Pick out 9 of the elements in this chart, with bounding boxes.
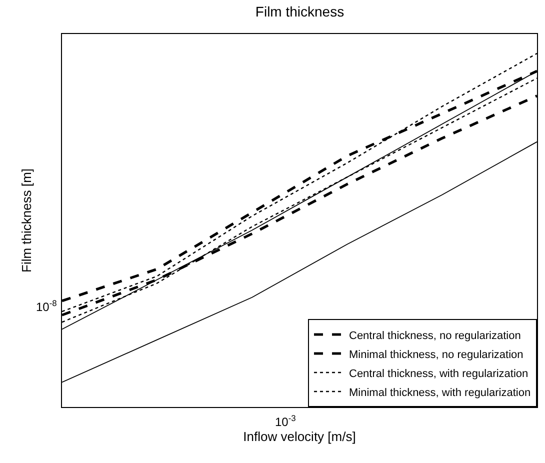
text: 10$^{-8}$ — [36, 298, 58, 314]
text: 10$^{-3}$ — [275, 413, 296, 430]
x-axis-title: Inflow velocity [m/s] — [243, 429, 356, 444]
legend-label: Minimal thickness, with regularization — [349, 386, 531, 399]
chart-title: Film thickness — [255, 4, 344, 20]
legend-label: Central thickness, with regularization — [349, 368, 528, 380]
y-axis-title: Film thickness [m] — [18, 168, 34, 273]
legend-label: Minimal thickness, no regularization — [349, 348, 524, 361]
legend-label: Central thickness, no regularization — [349, 330, 521, 342]
